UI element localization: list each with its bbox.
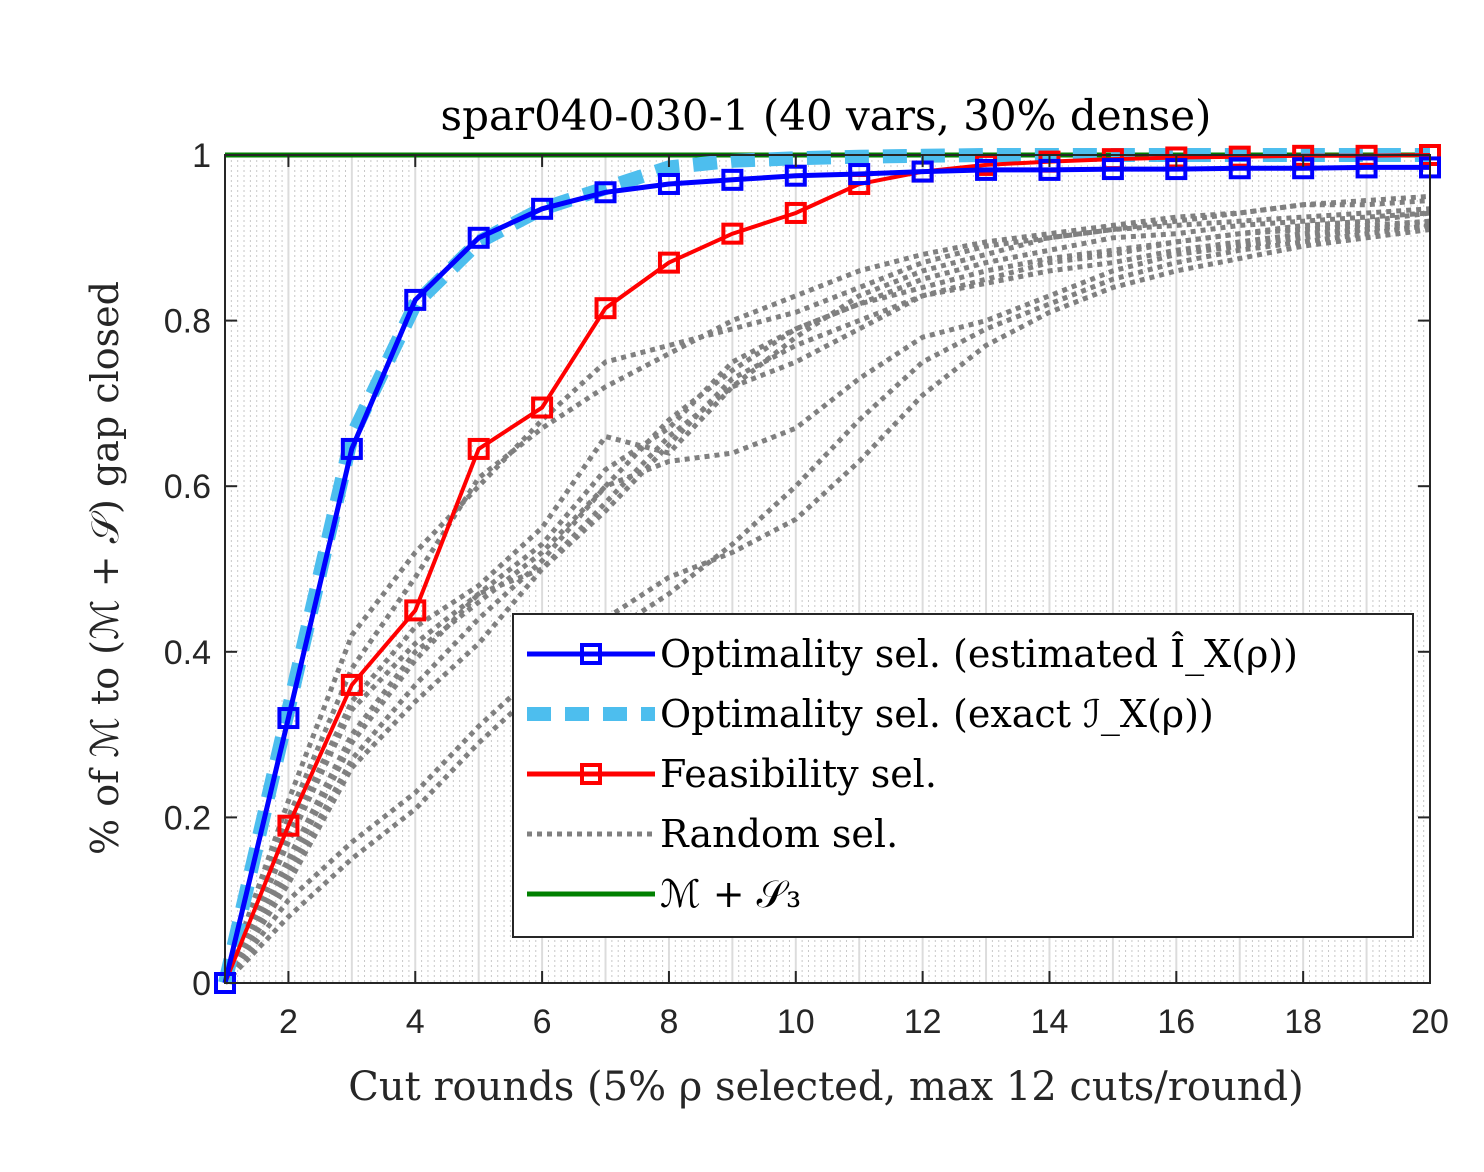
x-tick-label: 20: [1411, 1003, 1449, 1041]
y-axis-label: % of ℳ to (ℳ + 𝒮) gap closed: [83, 281, 127, 855]
x-tick-label: 2: [279, 1003, 298, 1041]
random-run-line: [222, 206, 1431, 984]
optimality-estimated-marker: [531, 197, 554, 220]
x-tick-label: 12: [904, 1003, 942, 1041]
random-run-line: [222, 222, 1431, 985]
feasibility-marker: [404, 599, 427, 622]
legend-box: [512, 613, 1414, 938]
legend-swatch-marker: [580, 643, 602, 665]
axes: 2 4 6 8 10 12 14 16 18 20 0 0.2 0.4 0.6 0.8 1: [164, 137, 1449, 1041]
series-layer: [214, 144, 1441, 994]
x-tick-label: 8: [659, 1003, 678, 1041]
random-run-line: [222, 193, 1431, 984]
chart-title: spar040-030-1 (40 vars, 30% dense): [441, 91, 1212, 140]
legend-label: Optimality sel. (estimated Î_X(ρ)): [660, 632, 1298, 677]
x-tick-label: 14: [1031, 1003, 1069, 1041]
x-tick-label: 16: [1157, 1003, 1195, 1041]
optimality-estimated-marker: [721, 168, 744, 191]
legend-label: Random sel.: [660, 812, 898, 856]
feasibility-marker: [467, 437, 490, 460]
y-tick-label: 0.6: [164, 468, 211, 506]
optimality-estimated-marker: [467, 226, 490, 249]
feasibility-marker: [277, 814, 300, 837]
optimality-estimated-marker: [404, 288, 427, 311]
y-tick-label: 1: [192, 137, 211, 175]
feasibility-marker: [657, 251, 680, 274]
optimality-estimated-marker: [975, 158, 998, 181]
optimality-estimated-marker: [277, 707, 300, 730]
x-tick-label: 4: [406, 1003, 425, 1041]
y-tick-label: 0.2: [164, 799, 211, 837]
feasibility-marker: [721, 222, 744, 245]
random-run-line: [222, 218, 1431, 985]
feasibility-marker: [1228, 145, 1251, 168]
optimality-estimated-marker: [594, 181, 617, 204]
x-axis-label: Cut rounds (5% ρ selected, max 12 cuts/r…: [348, 1064, 1303, 1110]
x-tick-label: 6: [533, 1003, 552, 1041]
feasibility-marker: [594, 297, 617, 320]
optimality-estimated-marker: [1355, 156, 1378, 179]
feasibility-marker: [340, 673, 363, 696]
y-tick-label: 0.8: [164, 303, 211, 341]
x-tick-label: 10: [777, 1003, 815, 1041]
random-run-line: [222, 210, 1431, 985]
optimality-estimated-marker: [657, 172, 680, 195]
axes-box: [224, 154, 1431, 984]
legend-swatch-marker: [580, 763, 602, 785]
x-tick-label: 18: [1284, 1003, 1322, 1041]
optimality-estimated-marker: [340, 437, 363, 460]
y-tick-label: 0: [192, 965, 211, 1003]
optimality-estimated-marker: [848, 163, 871, 186]
random-run-line: [223, 227, 1431, 985]
legend-label: Optimality sel. (exact ℐ_X(ρ)): [660, 692, 1214, 737]
feasibility-marker: [784, 201, 807, 224]
optimality-estimated-marker: [1101, 158, 1124, 181]
legend-label: ℳ + 𝒮₃: [660, 872, 801, 916]
optimality-estimated-marker: [1228, 157, 1251, 180]
feasibility-marker: [531, 396, 554, 419]
y-tick-label: 0.4: [164, 634, 211, 672]
legend: Optimality sel. (estimated Î_X(ρ)) Optima…: [512, 613, 1414, 938]
random-run-line: [223, 222, 1431, 985]
legend-label: Feasibility sel.: [660, 752, 937, 796]
